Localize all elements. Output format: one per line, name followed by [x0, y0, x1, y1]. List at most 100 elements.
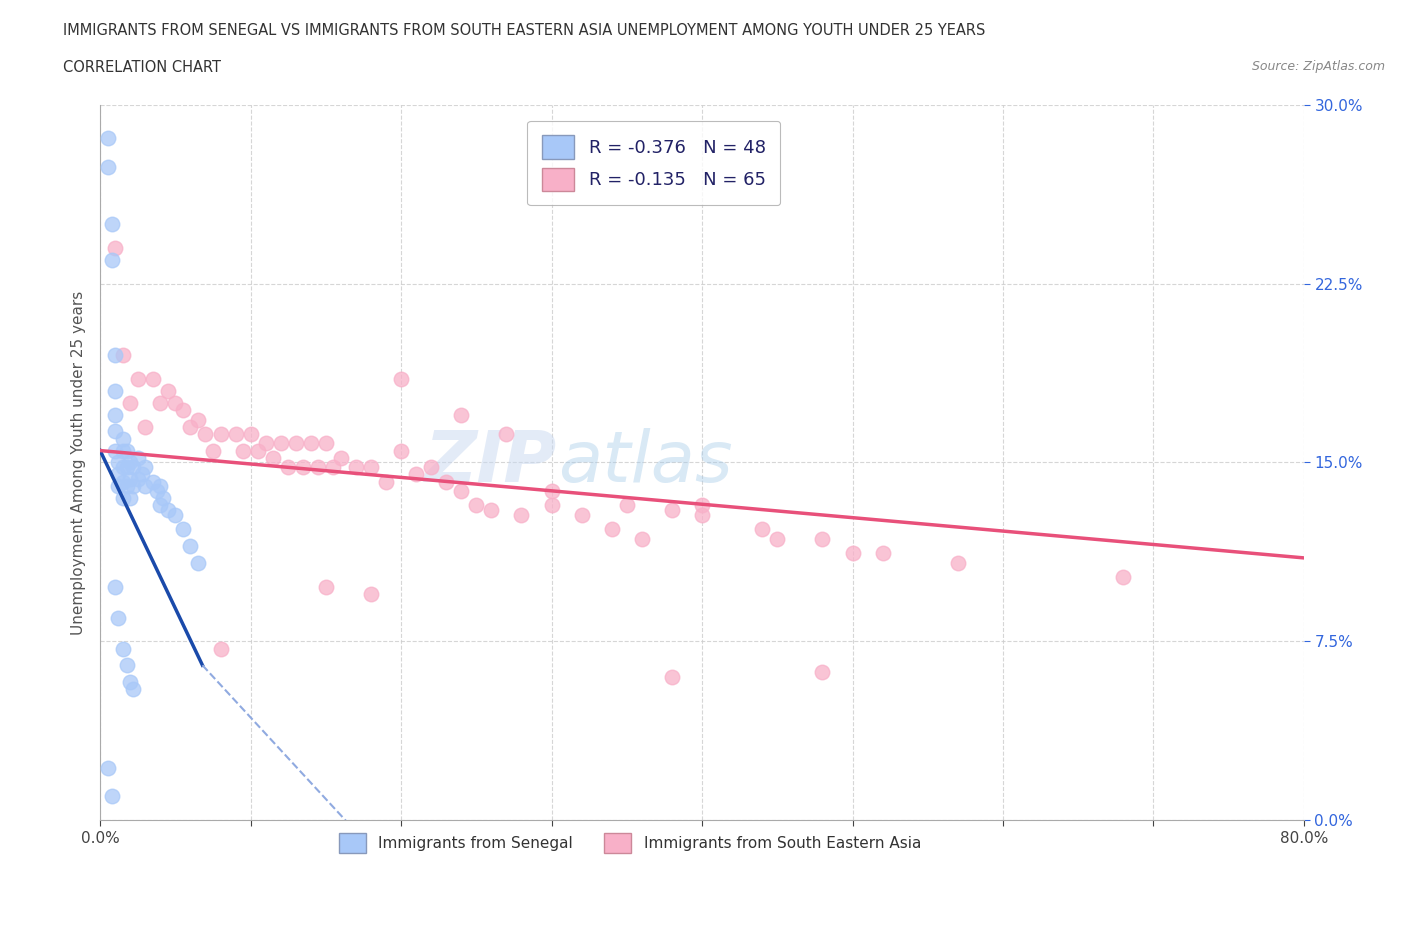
Point: [149, 479, 172, 494]
Point: [127, 372, 149, 387]
Point: [149, 498, 172, 512]
Text: CORRELATION CHART: CORRELATION CHART: [63, 60, 221, 75]
Point: [225, 427, 247, 442]
Point: [661, 670, 683, 684]
Point: [156, 503, 179, 518]
Point: [510, 508, 533, 523]
Point: [232, 443, 254, 458]
Point: [104, 240, 127, 255]
Point: [277, 459, 299, 474]
Point: [751, 522, 773, 537]
Point: [111, 459, 134, 474]
Point: [179, 419, 201, 434]
Point: [97, 159, 120, 174]
Text: atlas: atlas: [558, 428, 733, 497]
Point: [239, 427, 262, 442]
Point: [540, 484, 562, 498]
Point: [107, 479, 129, 494]
Point: [104, 443, 127, 458]
Point: [841, 546, 863, 561]
Point: [292, 459, 315, 474]
Point: [254, 436, 277, 451]
Text: ZIP: ZIP: [426, 428, 558, 497]
Point: [329, 450, 352, 465]
Point: [946, 555, 969, 570]
Point: [284, 436, 307, 451]
Point: [115, 443, 138, 458]
Point: [115, 658, 138, 672]
Point: [104, 348, 127, 363]
Point: [690, 498, 713, 512]
Point: [872, 546, 894, 561]
Point: [661, 503, 683, 518]
Point: [307, 459, 329, 474]
Point: [209, 641, 232, 656]
Point: [322, 459, 344, 474]
Point: [194, 427, 217, 442]
Point: [479, 503, 502, 518]
Point: [120, 491, 142, 506]
Point: [247, 443, 270, 458]
Point: [690, 508, 713, 523]
Point: [315, 579, 337, 594]
Point: [97, 130, 120, 145]
Text: Source: ZipAtlas.com: Source: ZipAtlas.com: [1251, 60, 1385, 73]
Point: [101, 252, 124, 267]
Point: [146, 484, 169, 498]
Point: [134, 459, 156, 474]
Point: [120, 395, 142, 410]
Point: [389, 372, 412, 387]
Point: [315, 436, 337, 451]
Point: [127, 450, 149, 465]
Point: [389, 443, 412, 458]
Point: [187, 555, 209, 570]
Point: [360, 586, 382, 601]
Point: [120, 674, 142, 689]
Point: [131, 467, 153, 482]
Point: [127, 472, 149, 486]
Point: [142, 372, 165, 387]
Y-axis label: Unemployment Among Youth under 25 years: Unemployment Among Youth under 25 years: [72, 290, 86, 634]
Point: [450, 407, 472, 422]
Text: IMMIGRANTS FROM SENEGAL VS IMMIGRANTS FROM SOUTH EASTERN ASIA UNEMPLOYMENT AMONG: IMMIGRANTS FROM SENEGAL VS IMMIGRANTS FR…: [63, 23, 986, 38]
Point: [344, 459, 367, 474]
Point: [111, 491, 134, 506]
Point: [600, 522, 623, 537]
Point: [122, 682, 145, 697]
Point: [165, 508, 187, 523]
Point: [107, 467, 129, 482]
Point: [299, 436, 322, 451]
Point: [122, 459, 145, 474]
Point: [111, 432, 134, 446]
Point: [107, 610, 129, 625]
Point: [142, 474, 165, 489]
Point: [104, 424, 127, 439]
Legend: Immigrants from Senegal, Immigrants from South Eastern Asia: Immigrants from Senegal, Immigrants from…: [333, 828, 927, 859]
Point: [122, 479, 145, 494]
Point: [104, 407, 127, 422]
Point: [107, 455, 129, 470]
Point: [165, 395, 187, 410]
Point: [101, 217, 124, 232]
Point: [201, 443, 224, 458]
Point: [571, 508, 593, 523]
Point: [540, 498, 562, 512]
Point: [766, 531, 789, 546]
Point: [115, 459, 138, 474]
Point: [616, 498, 638, 512]
Point: [434, 474, 457, 489]
Point: [120, 455, 142, 470]
Point: [179, 538, 201, 553]
Point: [101, 789, 124, 804]
Point: [262, 450, 284, 465]
Point: [152, 491, 174, 506]
Point: [149, 395, 172, 410]
Point: [360, 459, 382, 474]
Point: [811, 665, 834, 680]
Point: [115, 479, 138, 494]
Point: [465, 498, 488, 512]
Point: [104, 579, 127, 594]
Point: [111, 474, 134, 489]
Point: [405, 467, 427, 482]
Point: [811, 531, 834, 546]
